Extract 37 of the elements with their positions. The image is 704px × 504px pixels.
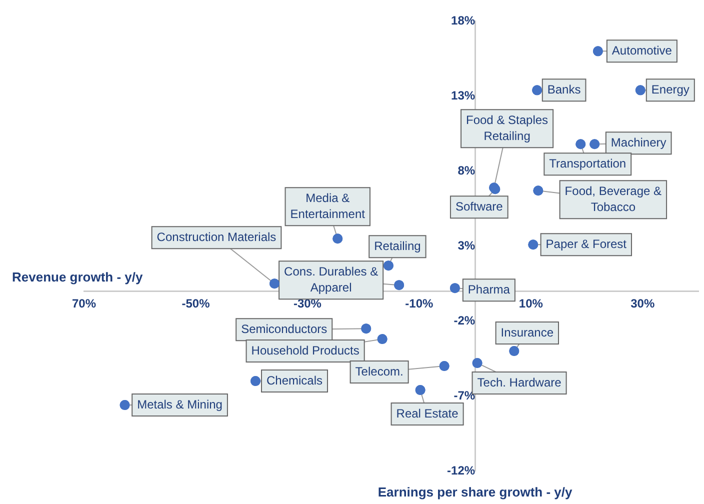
series-label: Insurance (500, 325, 554, 340)
text: Telecom. (355, 364, 404, 378)
x-tick-label: 10% (518, 296, 544, 311)
y-tick-label: -2% (454, 313, 476, 328)
series-label: Machinery (610, 135, 666, 150)
text: Construction Materials (156, 230, 276, 244)
series-label: Metals & Mining (137, 397, 222, 412)
y-tick-label: 18% (451, 14, 476, 28)
series-label: Energy (651, 82, 690, 96)
series-label: Pharma (468, 282, 510, 296)
series-label: Banks (547, 82, 581, 96)
x-tick-label: -30% (293, 296, 322, 311)
x-axis-title: Revenue growth - y/y (12, 270, 144, 285)
y-tick-label: 3% (458, 238, 476, 252)
x-tick-label: 30% (630, 296, 655, 311)
y-tick-label: -12% (447, 463, 476, 478)
series-label: Retailing (374, 238, 421, 253)
series-label: Tech. Hardware (477, 375, 562, 390)
series-label: Transportation (549, 156, 626, 170)
y-tick-label: -7% (454, 388, 476, 402)
x-tick-label: -10% (405, 296, 434, 311)
text: Media & Entertainment (290, 190, 366, 221)
series-label: Chemicals (266, 373, 323, 388)
text: Food & Staples Retailing (466, 112, 548, 143)
series-label: Paper & Forest (546, 236, 628, 251)
x-tick-label: -50% (182, 296, 210, 311)
y-tick-label: 13% (451, 88, 476, 102)
series-label: Cons. Durables & Apparel (284, 264, 378, 294)
y-tick-label: 8% (458, 163, 476, 178)
series-label: Food, Beverage & Tobacco (564, 184, 662, 214)
x-tick-label: 70% (72, 296, 96, 311)
series-label: Household Products (251, 343, 360, 358)
text: Earnings per share growth - y/y (378, 484, 573, 500)
text: Semiconductors (241, 322, 328, 336)
series-label: Automotive (612, 44, 672, 58)
series-label: Real Estate (396, 406, 459, 420)
series-label: Software (455, 199, 504, 214)
